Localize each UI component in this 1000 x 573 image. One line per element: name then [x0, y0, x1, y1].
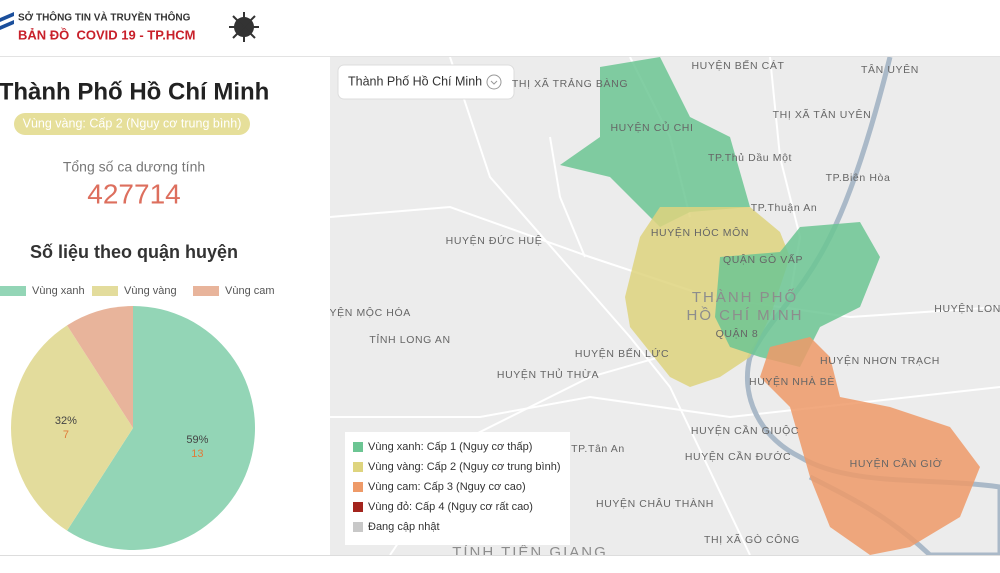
legend-label: Vùng vàng: Cấp 2 (Nguy cơ trung bình): [368, 461, 561, 473]
legend-swatch: [0, 286, 26, 296]
total-label: Tổng số ca dương tính: [63, 159, 205, 175]
place-label: TP.Thủ Dầu Một: [708, 152, 792, 164]
city-title: Thành Phố Hồ Chí Minh: [0, 78, 269, 105]
place-label: THÀNH PHỐ: [692, 288, 798, 306]
zone-cu-chi: [560, 57, 750, 227]
section-title: Số liệu theo quận huyện: [30, 242, 238, 262]
pie-percent-label: 59%: [186, 434, 208, 446]
selector-chevron[interactable]: [486, 74, 502, 90]
pie-slice: [67, 306, 133, 428]
place-label: TỈNH TIỀN GIANG: [452, 544, 608, 555]
legend-label: Đang cập nhật: [368, 521, 440, 533]
legend-label: Vùng đỏ: Cấp 4 (Nguy cơ rất cao): [368, 501, 533, 513]
map: Thành Phố Hồ Chí Minh THỊ XÃ TRẢNG BÀNG H…: [330, 57, 1000, 555]
place-label: HUYỆN NHƠN TRẠCH: [820, 354, 940, 367]
legend-swatch: [92, 286, 118, 296]
place-label: HUYỆN CỦ CHI: [610, 121, 693, 134]
legend-swatch: [353, 502, 363, 512]
area-selector-text: Thành Phố Hồ Chí Minh: [348, 74, 482, 88]
pie-slice: [67, 306, 256, 550]
legend-label: Vùng cam: Cấp 3 (Nguy cơ cao): [368, 481, 526, 493]
place-label: HUYỆN BẾN LỨC: [575, 347, 669, 360]
org-name: SỞ THÔNG TIN VÀ TRUYỀN THÔNG: [18, 11, 191, 24]
legend-label: Vùng cam: [225, 285, 275, 297]
level-text: Vùng vàng: Cấp 2 (Nguy cơ trung bình): [23, 116, 242, 130]
place-label: THỊ XÃ TRẢNG BÀNG: [512, 77, 628, 90]
place-label: HUYỆN NHÀ BÈ: [749, 375, 835, 388]
virus-icon: [229, 12, 259, 42]
pie-count-label: 13: [191, 448, 203, 460]
place-label: HUYỆN MỘC HÓA: [330, 306, 411, 319]
pie-slice: [10, 325, 133, 531]
place-label: THỊ XÃ TÂN UYÊN: [773, 108, 872, 121]
river: [744, 57, 1000, 555]
place-label: TP.Tân An: [571, 443, 625, 455]
place-label: HUYỆN CẦN GIUỘC: [691, 424, 799, 437]
zone-central: [715, 222, 880, 367]
place-label: HUYỆN BẾN CÁT: [692, 59, 785, 72]
place-label: QUẬN GÒ VẤP: [723, 253, 803, 266]
pie-percent-label: 32%: [55, 415, 77, 427]
pie-chart: Vùng xanh Vùng vàng Vùng cam 59% 13 32% 7: [0, 285, 275, 550]
legend-label: Vùng vàng: [124, 285, 177, 297]
map-legend-items: Vùng xanh: Cấp 1 (Nguy cơ thấp) Vùng vàng…: [353, 441, 561, 533]
place-label: HUYỆN ĐỨC HUỆ: [446, 234, 543, 247]
legend-swatch: [193, 286, 219, 296]
place-label: TÂN UYÊN: [861, 63, 919, 76]
place-label: HỒ CHÍ MINH: [687, 306, 804, 324]
legend-swatch: [353, 442, 363, 452]
place-label: QUẬN 8: [716, 327, 759, 340]
level-badge: [14, 113, 250, 135]
place-label: HUYỆN HÓC MÔN: [651, 226, 749, 239]
app-title: BẢN ĐỒ COVID 19 - TP.HCM: [18, 27, 195, 42]
summary-panel: Thành Phố Hồ Chí Minh Vùng vàng: Cấp 2 (…: [0, 78, 275, 550]
area-selector[interactable]: [337, 64, 515, 100]
place-label: TỈNH LONG AN: [369, 333, 450, 346]
legend-swatch: [353, 462, 363, 472]
footer: [0, 555, 1000, 573]
place-label: HUYỆN CHÂU THÀNH: [596, 497, 714, 510]
place-labels: THỊ XÃ TRẢNG BÀNG HUYỆN BẾN CÁT HUYỆN CỦ C…: [330, 59, 1000, 555]
chevron: [490, 80, 498, 85]
place-label: THỊ XÃ GÒ CÔNG: [704, 533, 800, 546]
total-value: 427714: [87, 178, 180, 209]
legend-label: Vùng xanh: [32, 285, 85, 297]
place-label: TP.Thuận An: [751, 202, 818, 214]
place-label: HUYỆN CẦN GIỜ: [850, 457, 943, 470]
header: SỞ THÔNG TIN VÀ TRUYỀN THÔNG BẢN ĐỒ COVI…: [0, 11, 1000, 57]
zone-can-gio: [760, 337, 980, 555]
place-label: TP.Biên Hòa: [826, 172, 891, 184]
place-label: HUYỆN THỦ THỪA: [497, 368, 599, 381]
logo: [0, 12, 14, 30]
map-legend: [345, 432, 570, 545]
legend-label: Vùng xanh: Cấp 1 (Nguy cơ thấp): [368, 441, 532, 453]
place-label: HUYỆN CẦN ĐƯỚC: [685, 450, 791, 463]
legend-swatch: [353, 522, 363, 532]
pie-count-label: 7: [63, 429, 69, 441]
place-label: HUYỆN LONG: [934, 302, 1000, 315]
legend-swatch: [353, 482, 363, 492]
